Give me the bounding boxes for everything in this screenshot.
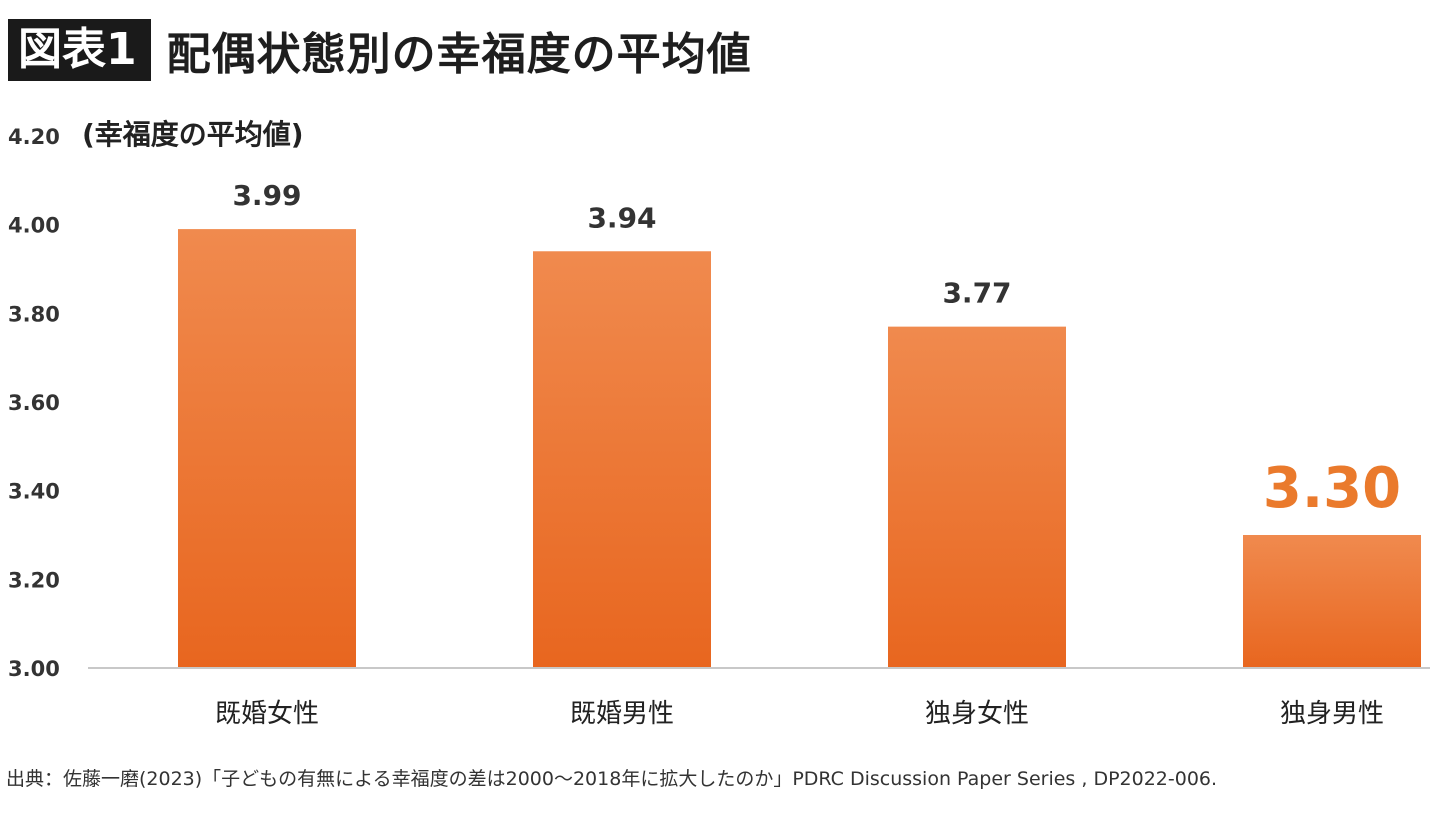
bars: 3.99 3.94 3.77 3.30 [178, 179, 1421, 668]
figure-title: 配偶状態別の幸福度の平均値 [166, 29, 752, 80]
bar-value-label: 3.77 [942, 277, 1011, 310]
y-tick-label: 4.20 [8, 125, 60, 149]
category-label: 独身女性 [925, 699, 1029, 729]
figure-badge: 図表1 [8, 19, 151, 81]
figure-title-row: 図表1 配偶状態別の幸福度の平均値 [8, 14, 752, 86]
y-tick-label: 3.80 [8, 302, 60, 326]
y-tick-label: 3.40 [8, 480, 60, 504]
bar-value-label: 3.99 [232, 179, 301, 212]
bar [888, 326, 1066, 668]
bar [178, 229, 356, 668]
bar [1243, 535, 1421, 668]
y-tick-label: 3.20 [8, 568, 60, 592]
bar-value-label: 3.30 [1263, 456, 1401, 521]
source-note: 出典：佐藤一磨(2023)「子どもの有無による幸福度の差は2000～2018年に… [6, 768, 1218, 790]
category-labels: 既婚女性 既婚男性 独身女性 独身男性 [215, 699, 1384, 729]
bar [533, 251, 711, 668]
y-axis-ticks: 3.00 3.20 3.40 3.60 3.80 4.00 4.20 [8, 125, 60, 681]
y-tick-label: 4.00 [8, 214, 60, 238]
y-tick-label: 3.60 [8, 391, 60, 415]
bar-value-label: 3.94 [587, 201, 656, 234]
category-label: 既婚女性 [215, 699, 319, 729]
bar-chart: (幸福度の平均値) 3.00 3.20 3.40 3.60 3.80 4.00 4.20 3… [8, 118, 1430, 729]
y-axis-unit-label: (幸福度の平均値) [82, 118, 304, 151]
category-label: 独身男性 [1280, 699, 1384, 729]
category-label: 既婚男性 [570, 699, 674, 729]
y-tick-label: 3.00 [8, 657, 60, 681]
